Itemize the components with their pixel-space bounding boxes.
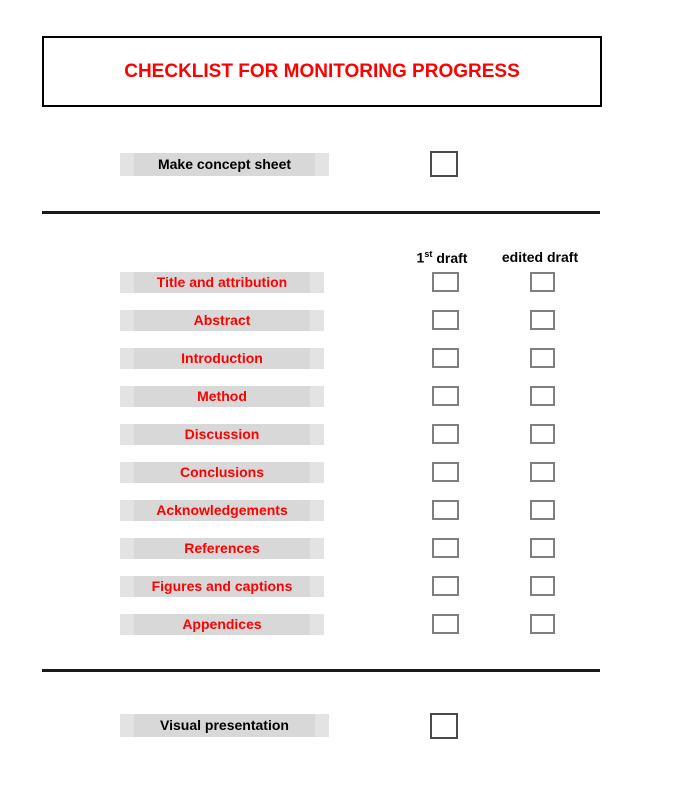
first-draft-checkbox[interactable] <box>432 538 459 558</box>
table-row: Conclusions <box>0 462 683 500</box>
row-label: References <box>120 538 324 559</box>
title-box: CHECKLIST FOR MONITORING PROGRESS <box>42 36 602 107</box>
first-draft-checkbox[interactable] <box>432 462 459 482</box>
row-label: Abstract <box>120 310 324 331</box>
row-label: Method <box>120 386 324 407</box>
edited-draft-checkbox[interactable] <box>530 462 555 482</box>
row-label: Discussion <box>120 424 324 445</box>
first-draft-checkbox[interactable] <box>432 386 459 406</box>
table-row: Abstract <box>0 310 683 348</box>
table-row: Method <box>0 386 683 424</box>
edited-draft-checkbox[interactable] <box>530 348 555 368</box>
edited-draft-checkbox[interactable] <box>530 500 555 520</box>
make-concept-sheet-label: Make concept sheet <box>120 153 329 176</box>
edited-draft-checkbox[interactable] <box>530 538 555 558</box>
first-draft-checkbox[interactable] <box>432 310 459 330</box>
table-row: References <box>0 538 683 576</box>
first-draft-word: draft <box>436 249 468 266</box>
table-row: Introduction <box>0 348 683 386</box>
edited-draft-checkbox[interactable] <box>530 272 555 292</box>
table-row: Acknowledgements <box>0 500 683 538</box>
first-draft-ordinal: st <box>424 249 433 259</box>
first-draft-checkbox[interactable] <box>432 576 459 596</box>
table-row: Appendices <box>0 614 683 652</box>
page-title: CHECKLIST FOR MONITORING PROGRESS <box>124 60 520 82</box>
first-draft-checkbox[interactable] <box>432 424 459 444</box>
first-draft-checkbox[interactable] <box>432 272 459 292</box>
row-label: Appendices <box>120 614 324 635</box>
table-row: Title and attribution <box>0 272 683 310</box>
column-header-edited-draft: edited draft <box>501 249 579 265</box>
visual-presentation-label: Visual presentation <box>120 714 329 737</box>
first-draft-number: 1 <box>416 249 425 266</box>
edited-draft-checkbox[interactable] <box>530 614 555 634</box>
column-header-first-draft: 1st draft <box>402 249 482 266</box>
table-row: Discussion <box>0 424 683 462</box>
row-label: Figures and captions <box>120 576 324 597</box>
visual-presentation-checkbox[interactable] <box>430 713 458 739</box>
edited-draft-checkbox[interactable] <box>530 424 555 444</box>
row-label: Conclusions <box>120 462 324 483</box>
row-label: Introduction <box>120 348 324 369</box>
section-divider-top <box>42 211 600 214</box>
section-divider-bottom <box>42 669 600 672</box>
first-draft-checkbox[interactable] <box>432 500 459 520</box>
make-concept-sheet-checkbox[interactable] <box>430 151 458 177</box>
row-label: Acknowledgements <box>120 500 324 521</box>
first-draft-checkbox[interactable] <box>432 614 459 634</box>
first-draft-checkbox[interactable] <box>432 348 459 368</box>
edited-draft-checkbox[interactable] <box>530 576 555 596</box>
row-label: Title and attribution <box>120 272 324 293</box>
checklist-rows: Title and attribution Abstract Introduct… <box>0 272 683 652</box>
table-row: Figures and captions <box>0 576 683 614</box>
edited-draft-checkbox[interactable] <box>530 310 555 330</box>
edited-draft-checkbox[interactable] <box>530 386 555 406</box>
